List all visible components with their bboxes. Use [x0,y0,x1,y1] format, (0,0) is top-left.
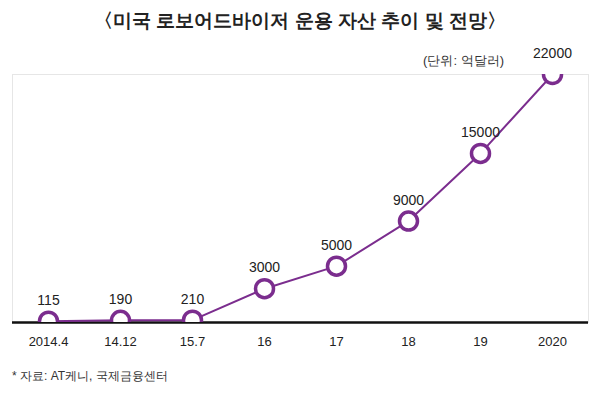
svg-text:210: 210 [181,291,205,307]
svg-text:3000: 3000 [249,259,280,275]
svg-text:2014.4: 2014.4 [29,334,69,349]
html-text:(단위: 억달러): (단위: 억달러) [423,53,504,68]
svg-text:22000: 22000 [533,45,572,61]
svg-text:15000: 15000 [461,124,500,140]
svg-text:2020: 2020 [538,334,567,349]
html-text:〈미국 로보어드바이저 운용 자산 추이 및 전망〉: 〈미국 로보어드바이저 운용 자산 추이 및 전망〉 [94,10,506,31]
svg-text:115: 115 [37,292,60,308]
svg-text:14.12: 14.12 [104,334,137,349]
svg-text:17: 17 [329,334,343,349]
svg-text:190: 190 [109,291,133,307]
svg-text:9000: 9000 [393,192,424,208]
svg-text:19: 19 [473,334,487,349]
html-text:* 자료: AT케니, 국제금융센터: * 자료: AT케니, 국제금융센터 [12,369,168,383]
svg-text:18: 18 [401,334,415,349]
svg-text:16: 16 [257,334,271,349]
svg-text:5000: 5000 [321,237,352,253]
svg-text:15.7: 15.7 [180,334,205,349]
